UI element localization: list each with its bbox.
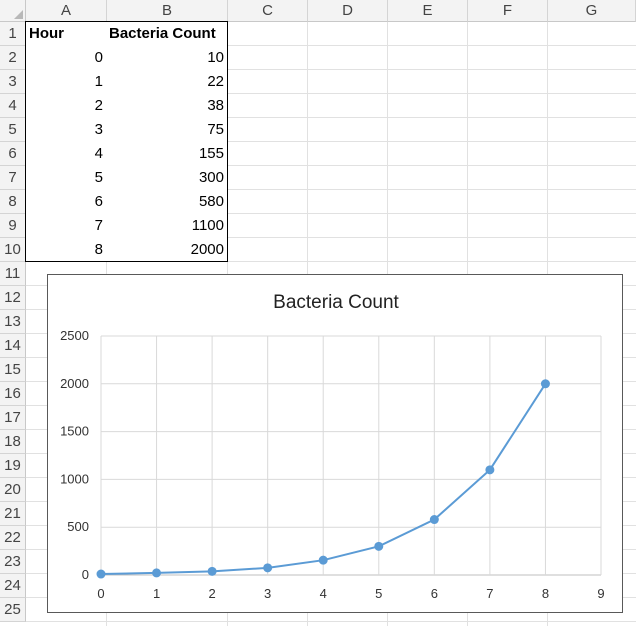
- row-gridline: [26, 237, 636, 238]
- row-header-18[interactable]: 18: [0, 430, 26, 454]
- x-tick-label: 7: [486, 586, 493, 601]
- data-point-0: [96, 569, 106, 579]
- data-cell[interactable]: 1100: [106, 213, 228, 238]
- x-tick-label: 8: [542, 586, 549, 601]
- y-tick-label: 1500: [60, 424, 89, 439]
- y-tick-label: 500: [67, 519, 89, 534]
- row-header-21[interactable]: 21: [0, 502, 26, 526]
- column-header-c[interactable]: C: [228, 0, 308, 22]
- row-gridline: [26, 141, 636, 142]
- row-header-4[interactable]: 4: [0, 94, 26, 118]
- row-header-12[interactable]: 12: [0, 286, 26, 310]
- data-cell[interactable]: 22: [106, 69, 228, 94]
- row-header-17[interactable]: 17: [0, 406, 26, 430]
- x-tick-label: 5: [375, 586, 382, 601]
- row-header-13[interactable]: 13: [0, 310, 26, 334]
- data-cell[interactable]: 1: [25, 69, 107, 94]
- column-header-f[interactable]: F: [468, 0, 548, 22]
- column-header-d[interactable]: D: [308, 0, 388, 22]
- row-header-5[interactable]: 5: [0, 118, 26, 142]
- row-header-10[interactable]: 10: [0, 238, 26, 262]
- row-header-20[interactable]: 20: [0, 478, 26, 502]
- data-point-1: [152, 568, 162, 578]
- data-cell[interactable]: 2: [25, 93, 107, 118]
- column-header-g[interactable]: G: [548, 0, 636, 22]
- data-point-6: [429, 515, 439, 525]
- row-header-15[interactable]: 15: [0, 358, 26, 382]
- data-point-5: [374, 541, 384, 551]
- row-header-25[interactable]: 25: [0, 598, 26, 622]
- x-tick-label: 2: [208, 586, 215, 601]
- data-cell[interactable]: 8: [25, 237, 107, 262]
- row-header-2[interactable]: 2: [0, 46, 26, 70]
- select-all-triangle-icon: [14, 10, 23, 19]
- select-all-corner[interactable]: [0, 0, 26, 22]
- bacteria-chart[interactable]: Bacteria Count 0 500 1000 1500 2000 2500 0 1 2 3 4 5…: [47, 274, 623, 613]
- row-gridline: [26, 189, 636, 190]
- row-header-16[interactable]: 16: [0, 382, 26, 406]
- y-tick-label: 2500: [60, 328, 89, 343]
- data-point-3: [263, 563, 273, 573]
- row-header-3[interactable]: 3: [0, 70, 26, 94]
- chart-svg: Bacteria Count 0 500 1000 1500 2000 2500 0 1 2 3 4 5…: [60, 292, 605, 601]
- data-cell[interactable]: 0: [25, 45, 107, 70]
- row-header-1[interactable]: 1: [0, 22, 26, 46]
- data-cell[interactable]: 10: [106, 45, 228, 70]
- data-cell[interactable]: 6: [25, 189, 107, 214]
- row-header-11[interactable]: 11: [0, 262, 26, 286]
- header-cell[interactable]: Bacteria Count: [106, 21, 228, 46]
- y-tick-label: 2000: [60, 376, 89, 391]
- x-tick-label: 1: [153, 586, 160, 601]
- row-header-19[interactable]: 19: [0, 454, 26, 478]
- data-point-8: [540, 379, 550, 389]
- data-point-4: [318, 555, 328, 565]
- row-gridline: [26, 261, 636, 262]
- row-header-14[interactable]: 14: [0, 334, 26, 358]
- data-cell[interactable]: 155: [106, 141, 228, 166]
- row-gridline: [26, 93, 636, 94]
- row-header-24[interactable]: 24: [0, 574, 26, 598]
- row-header-22[interactable]: 22: [0, 526, 26, 550]
- x-tick-label: 3: [264, 586, 271, 601]
- row-gridline: [26, 117, 636, 118]
- data-cell[interactable]: 4: [25, 141, 107, 166]
- y-tick-label: 0: [82, 567, 89, 582]
- x-tick-label: 9: [597, 586, 604, 601]
- x-tick-label: 6: [431, 586, 438, 601]
- data-point-7: [485, 465, 495, 475]
- data-cell[interactable]: 75: [106, 117, 228, 142]
- data-cell[interactable]: 7: [25, 213, 107, 238]
- row-header-7[interactable]: 7: [0, 166, 26, 190]
- data-cell[interactable]: 5: [25, 165, 107, 190]
- data-cell[interactable]: 2000: [106, 237, 228, 262]
- row-header-8[interactable]: 8: [0, 190, 26, 214]
- x-tick-label: 0: [97, 586, 104, 601]
- x-tick-label: 4: [320, 586, 327, 601]
- data-cell[interactable]: 3: [25, 117, 107, 142]
- data-cell[interactable]: 38: [106, 93, 228, 118]
- row-header-23[interactable]: 23: [0, 550, 26, 574]
- data-cell[interactable]: 580: [106, 189, 228, 214]
- chart-title: Bacteria Count: [273, 292, 399, 313]
- row-gridline: [26, 45, 636, 46]
- y-tick-label: 1000: [60, 471, 89, 486]
- row-header-9[interactable]: 9: [0, 214, 26, 238]
- column-header-a[interactable]: A: [26, 0, 107, 22]
- header-cell[interactable]: Hour: [25, 21, 107, 46]
- column-header-b[interactable]: B: [107, 0, 228, 22]
- row-gridline: [26, 621, 636, 622]
- row-gridline: [26, 213, 636, 214]
- column-header-e[interactable]: E: [388, 0, 468, 22]
- data-point-2: [207, 566, 217, 576]
- row-gridline: [26, 165, 636, 166]
- data-cell[interactable]: 300: [106, 165, 228, 190]
- row-header-6[interactable]: 6: [0, 142, 26, 166]
- row-gridline: [26, 69, 636, 70]
